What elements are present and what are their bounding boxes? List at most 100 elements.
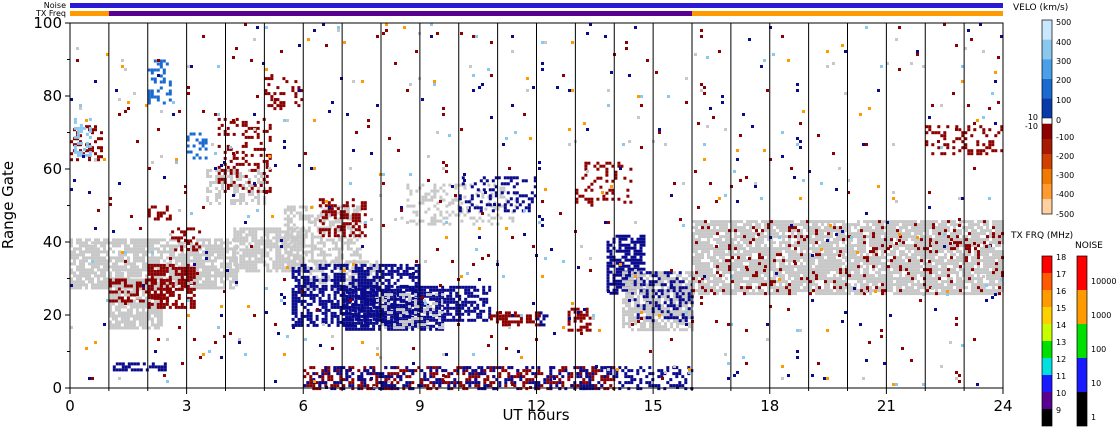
data-cell	[150, 317, 154, 321]
data-cell	[628, 283, 631, 287]
data-cell	[642, 267, 646, 271]
data-cell	[79, 259, 82, 263]
data-cell	[217, 274, 220, 278]
data-cell	[354, 306, 358, 310]
data-cell	[357, 216, 361, 220]
data-cell	[615, 291, 619, 295]
data-cell	[470, 294, 474, 298]
data-cell	[628, 301, 631, 305]
data-cell	[269, 245, 273, 249]
data-cell	[458, 206, 462, 210]
data-cell	[366, 294, 370, 298]
data-cell	[147, 272, 151, 276]
data-cell	[627, 258, 631, 262]
data-cell	[242, 199, 246, 202]
data-cell	[579, 313, 583, 317]
data-cell	[310, 214, 314, 218]
data-cell	[584, 161, 588, 165]
data-cell	[245, 202, 249, 205]
data-cell	[482, 188, 486, 192]
data-cell	[303, 287, 307, 291]
data-cell	[366, 281, 370, 285]
data-cell	[303, 281, 307, 285]
data-cell	[452, 288, 456, 292]
data-cell	[467, 200, 471, 204]
data-cell	[779, 247, 782, 251]
data-cell	[609, 291, 613, 295]
data-cell	[226, 274, 229, 278]
data-cell	[782, 235, 785, 239]
data-cell	[396, 309, 400, 313]
data-cell	[321, 311, 325, 315]
data-cell	[585, 307, 589, 311]
data-cell	[654, 292, 658, 296]
data-cell	[698, 289, 701, 293]
data-cell	[220, 280, 223, 284]
data-cell	[402, 303, 406, 307]
data-cell	[236, 266, 240, 270]
data-cell	[470, 291, 474, 295]
data-cell	[704, 268, 707, 272]
data-cell	[584, 164, 588, 168]
data-cell	[100, 241, 103, 245]
data-cell	[682, 289, 685, 293]
data-cell	[451, 201, 455, 205]
data-cell	[348, 308, 352, 312]
data-cell	[136, 250, 139, 254]
data-cell	[698, 244, 701, 248]
data-cell	[304, 232, 308, 236]
data-cell	[354, 290, 358, 294]
data-cell	[189, 266, 193, 270]
data-cell	[458, 197, 462, 201]
data-cell	[217, 244, 220, 248]
data-cell	[294, 284, 298, 288]
data-cell	[667, 292, 670, 296]
data-cell	[432, 285, 436, 289]
data-cell	[349, 253, 353, 257]
data-cell	[330, 314, 334, 318]
data-cell	[312, 293, 316, 297]
data-cell	[617, 197, 621, 201]
data-cell	[764, 235, 767, 239]
data-cell	[192, 236, 196, 240]
data-cell	[461, 306, 465, 310]
data-cell	[749, 274, 752, 278]
data-cell	[165, 299, 169, 303]
data-cell	[268, 123, 272, 127]
data-cell	[300, 323, 304, 327]
data-cell	[138, 323, 142, 327]
data-cell	[159, 293, 163, 297]
data-cell	[322, 256, 326, 260]
data-cell	[315, 269, 319, 273]
data-cell	[239, 233, 243, 237]
data-cell	[147, 308, 151, 312]
data-region-16	[536, 311, 549, 327]
data-cell	[452, 306, 456, 310]
data-cell	[506, 191, 510, 195]
data-cell	[239, 248, 243, 252]
data-cell	[776, 220, 779, 224]
data-cell	[352, 241, 356, 245]
data-cell	[294, 323, 298, 327]
data-cell	[707, 244, 710, 248]
data-cell	[103, 241, 106, 245]
data-cell	[464, 297, 468, 301]
data-cell	[611, 188, 615, 192]
data-cell	[109, 274, 112, 278]
data-cell	[303, 299, 307, 303]
data-cell	[139, 244, 142, 248]
data-cell	[351, 275, 355, 279]
data-cell	[664, 307, 667, 311]
data-cell	[357, 275, 361, 279]
data-cell	[217, 177, 221, 181]
data-cell	[184, 253, 187, 257]
data-cell	[76, 286, 79, 290]
data-cell	[239, 227, 243, 231]
data-cell	[661, 319, 664, 323]
data-cell	[124, 244, 127, 248]
data-cell	[636, 249, 640, 253]
data-cell	[226, 126, 230, 130]
data-cell	[446, 318, 450, 322]
data-cell	[257, 257, 261, 261]
data-cell	[631, 283, 634, 287]
